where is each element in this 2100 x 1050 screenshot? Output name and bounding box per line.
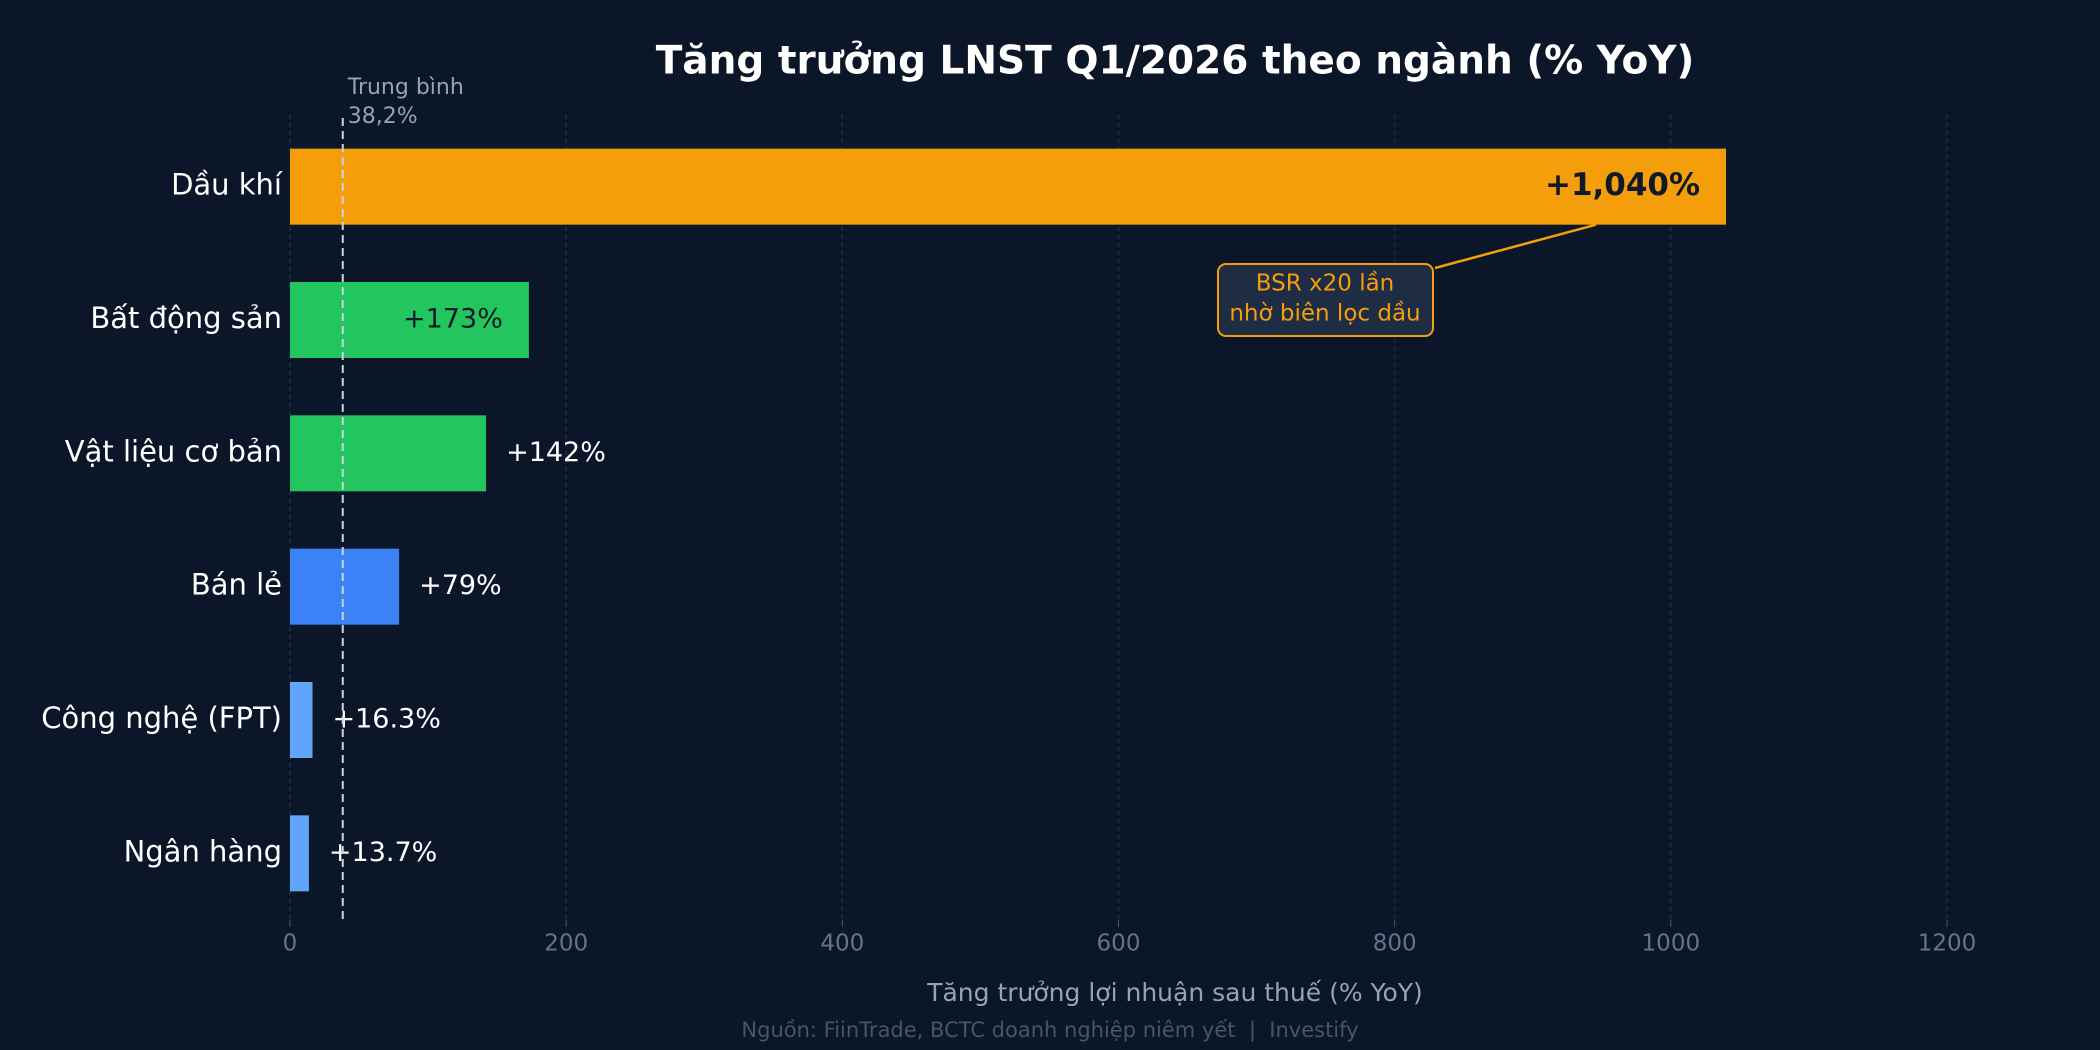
value-label: +16.3% <box>333 704 441 735</box>
y-tick-label: Vật liệu cơ bản <box>65 434 282 468</box>
x-tick-label: 0 <box>283 931 298 957</box>
average-value-label: 38,2% <box>348 104 418 129</box>
annotation-text: nhờ biên lọc dầu <box>1229 301 1420 327</box>
bar <box>290 815 309 892</box>
average-label: Trung bình <box>347 75 464 100</box>
x-tick-label: 800 <box>1373 931 1417 957</box>
bar <box>290 148 1727 225</box>
x-tick-label: 1000 <box>1642 931 1701 957</box>
bar <box>290 682 313 758</box>
bar <box>290 415 487 492</box>
bar <box>290 282 529 358</box>
x-axis-label: Tăng trưởng lợi nhuận sau thuế (% YoY) <box>926 978 1423 1007</box>
y-tick-label: Bất động sản <box>90 301 282 335</box>
value-label: +173% <box>403 304 503 335</box>
y-tick-label: Công nghệ (FPT) <box>41 701 282 735</box>
x-tick-label: 1200 <box>1918 931 1977 957</box>
x-tick-label: 200 <box>544 931 588 957</box>
value-label: +79% <box>419 570 502 601</box>
value-label: +1,040% <box>1545 167 1700 203</box>
annotation-text: BSR x20 lần <box>1256 271 1395 297</box>
y-tick-label: Ngân hàng <box>124 834 282 868</box>
source: Nguồn: FiinTrade, BCTC doanh nghiệp niêm… <box>741 1018 1358 1043</box>
y-tick-label: Bán lẻ <box>191 568 282 602</box>
annotation-box <box>1217 263 1434 337</box>
value-label: +142% <box>506 437 606 468</box>
chart-title: Tăng trưởng LNST Q1/2026 theo ngành (% Y… <box>656 39 1695 84</box>
x-tick-label: 400 <box>820 931 864 957</box>
x-tick-label: 600 <box>1097 931 1141 957</box>
value-label: +13.7% <box>329 837 437 868</box>
annotation-arrow <box>1434 223 1597 270</box>
y-tick-label: Dầu khí <box>171 168 283 202</box>
bar <box>290 548 400 625</box>
